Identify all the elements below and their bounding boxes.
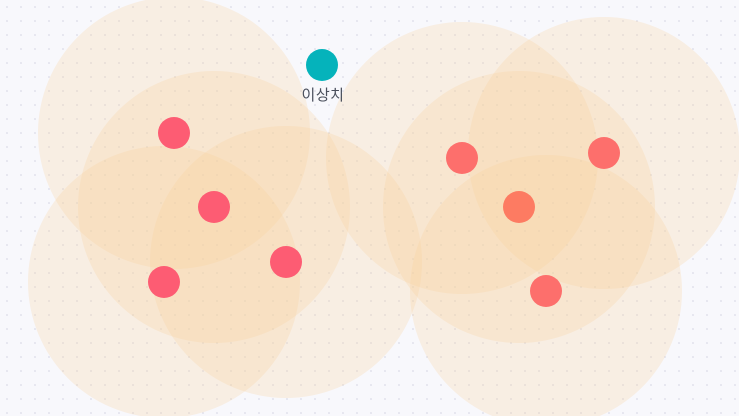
cluster-point-left-3 — [148, 266, 180, 298]
outlier-label: 이상치 — [301, 86, 345, 104]
data-points — [148, 49, 620, 307]
neighborhood-halos — [28, 0, 739, 416]
cluster-point-right-4 — [530, 275, 562, 307]
cluster-point-left-1 — [158, 117, 190, 149]
cluster-point-right-2 — [588, 137, 620, 169]
cluster-point-right-3 — [503, 191, 535, 223]
outlier-point — [306, 49, 338, 81]
cluster-point-right-1 — [446, 142, 478, 174]
cluster-point-left-4 — [270, 246, 302, 278]
cluster-point-left-2 — [198, 191, 230, 223]
